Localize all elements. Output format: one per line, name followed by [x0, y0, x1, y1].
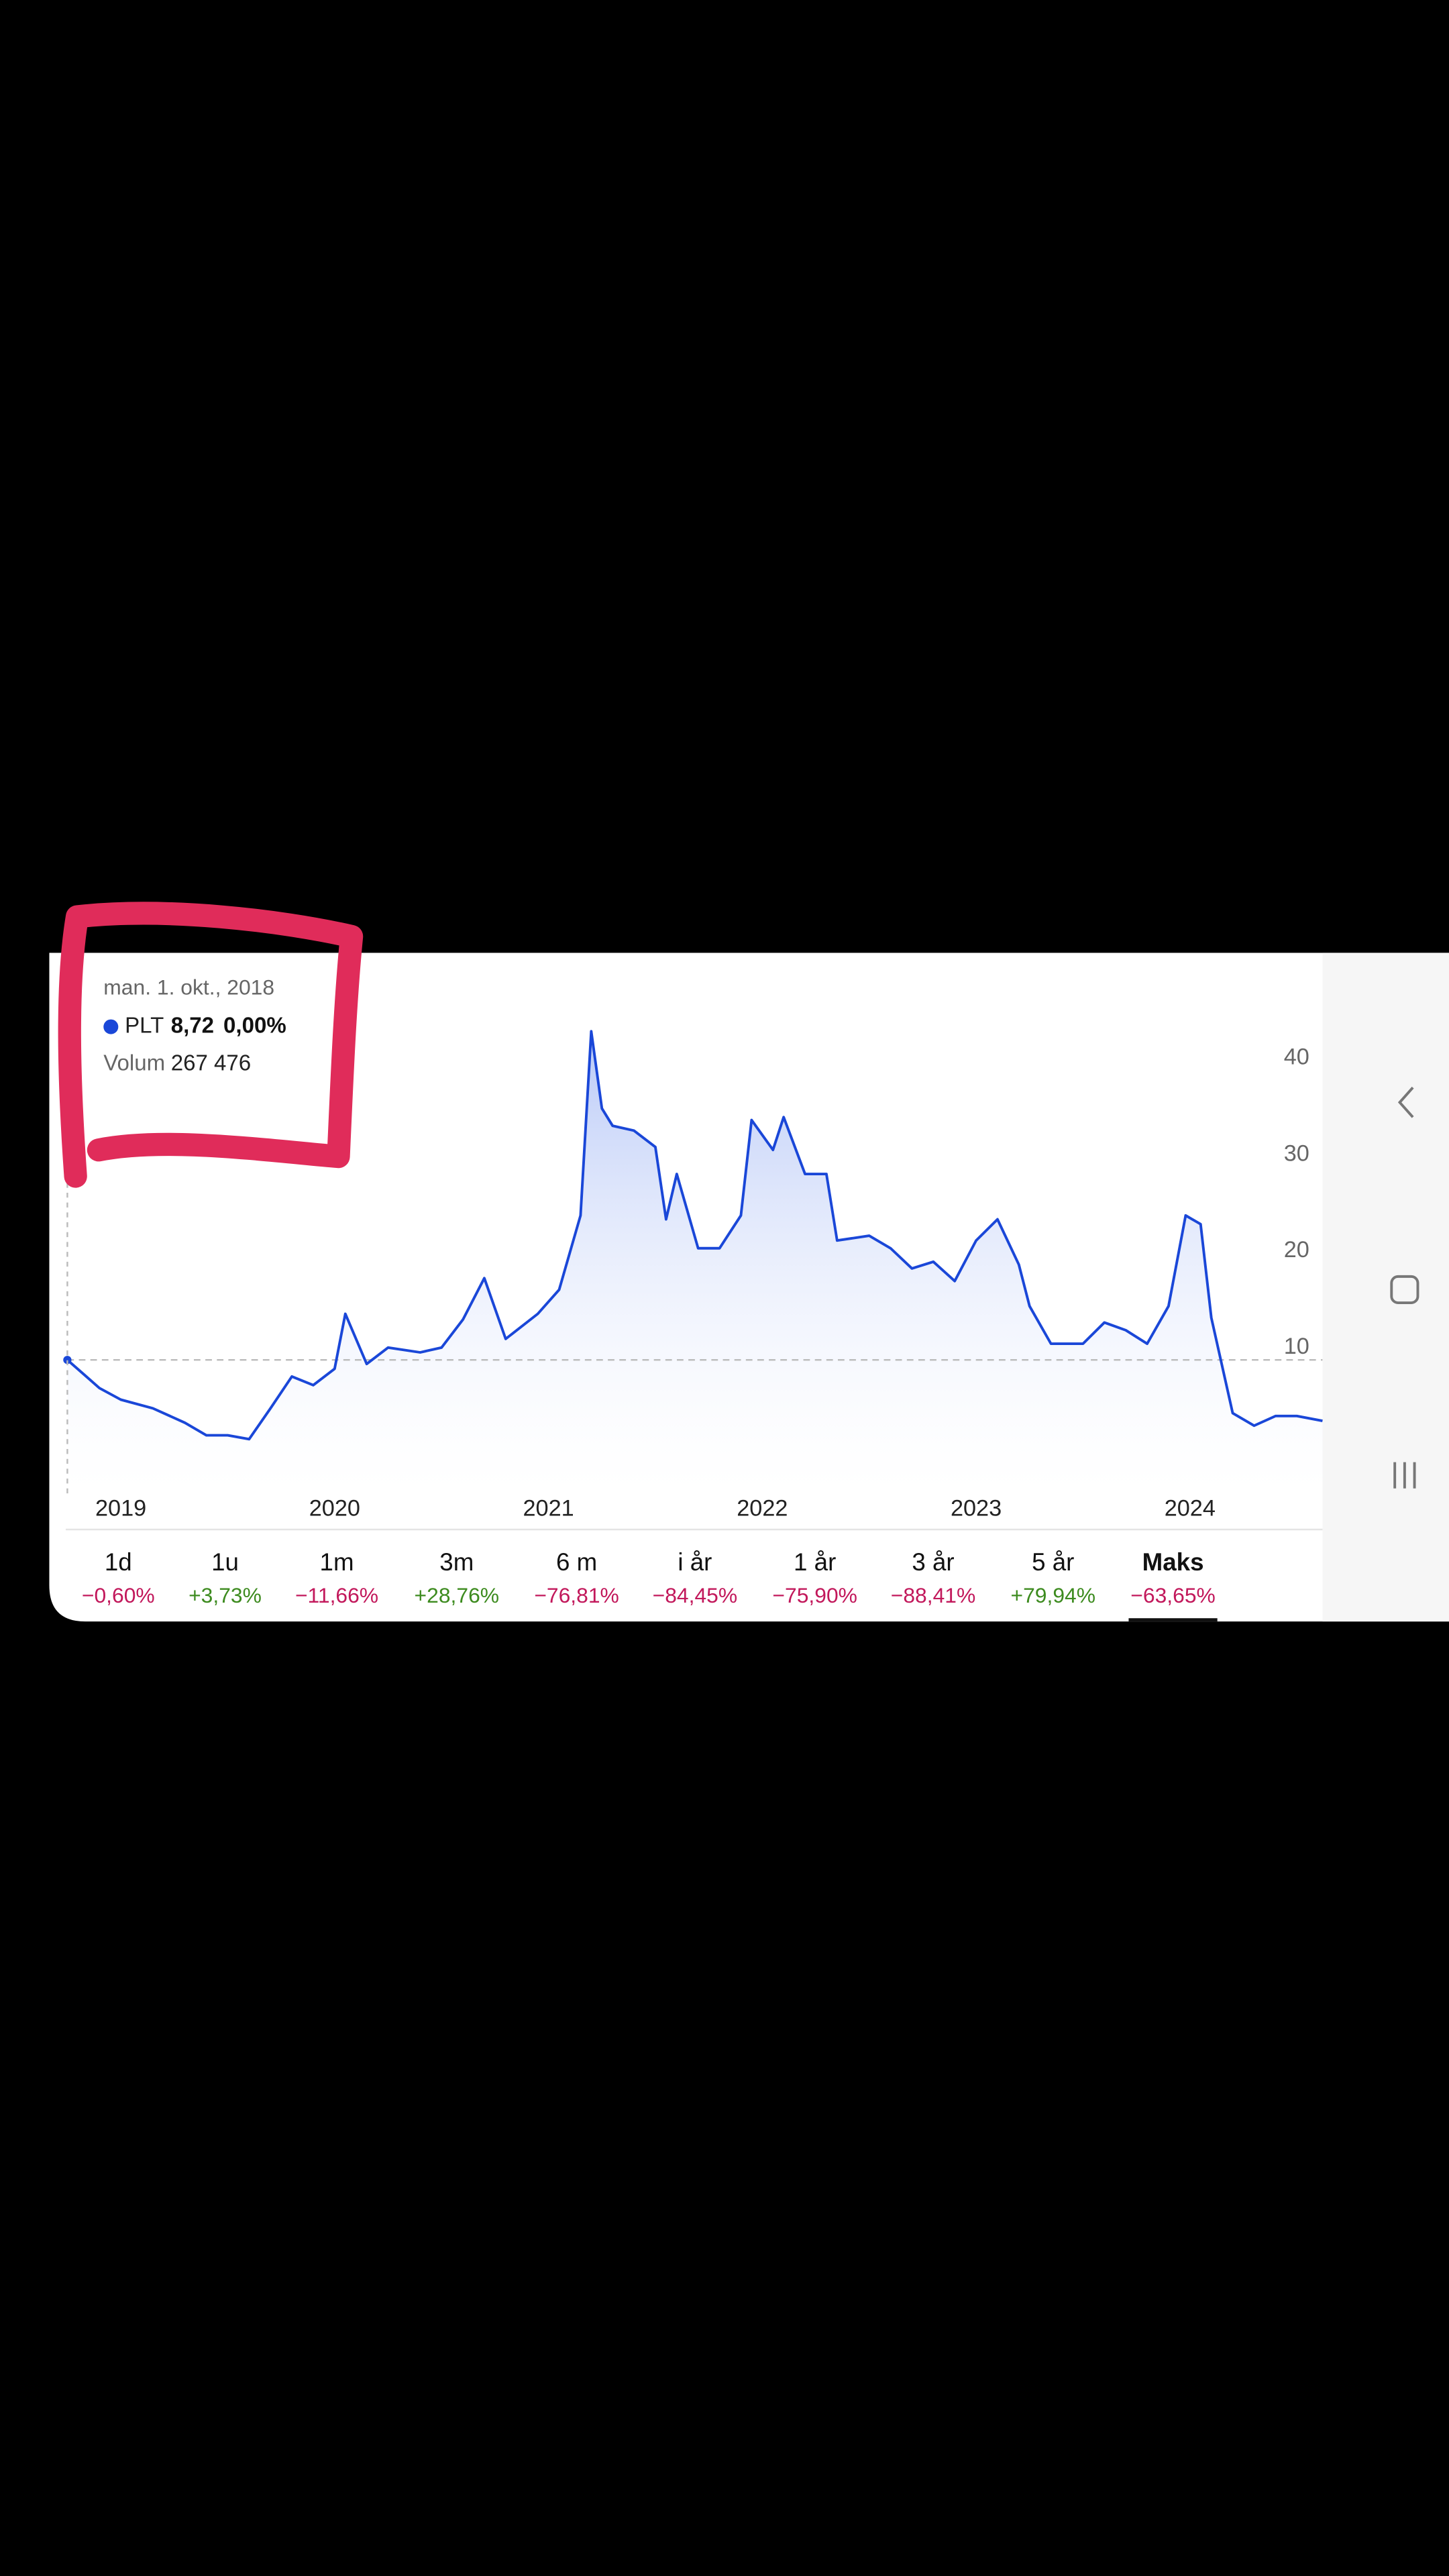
range-label[interactable]: 1d [105, 1548, 132, 1576]
tooltip-volume: 267 476 [171, 1051, 251, 1076]
range-change: −75,90% [772, 1583, 857, 1607]
annotation-box [58, 902, 364, 1188]
plot: 10 20 30 40 2019 2020 2021 2022 2023 2024 [63, 1030, 1323, 1521]
recents-button[interactable] [1393, 1462, 1416, 1489]
back-button[interactable] [1397, 1086, 1414, 1118]
selected-underline [1128, 1618, 1218, 1622]
y-tick-label: 30 [1284, 1140, 1309, 1166]
legend-name: PLT [125, 1013, 164, 1038]
area [67, 1031, 1323, 1493]
range-label[interactable]: 1u [211, 1548, 239, 1576]
range-change: −76,81% [534, 1583, 619, 1607]
tooltip-date: man. 1. okt., 2018 [103, 975, 274, 1000]
range-label[interactable]: 3m [439, 1548, 474, 1576]
range-label[interactable]: 1m [320, 1548, 354, 1576]
tooltip-change: 0,00% [223, 1013, 286, 1038]
price-line [66, 1030, 1323, 1441]
tooltip-price: 8,72 [171, 1013, 214, 1038]
range-label[interactable]: 1 år [794, 1548, 836, 1576]
hover-point [63, 1356, 72, 1364]
x-tick-label: 2024 [1165, 1496, 1216, 1521]
y-tick-label: 20 [1284, 1237, 1309, 1263]
y-tick-label: 40 [1284, 1044, 1309, 1070]
range-change: −88,41% [891, 1583, 976, 1607]
tooltip-volume-label: Volum [103, 1051, 165, 1076]
range-change: +79,94% [1011, 1583, 1096, 1607]
range-label[interactable]: Maks [1142, 1548, 1204, 1576]
x-tick-label: 2020 [309, 1496, 360, 1521]
range-change: +3,73% [189, 1583, 262, 1607]
y-tick-label: 10 [1284, 1334, 1309, 1359]
x-tick-label: 2021 [523, 1496, 574, 1521]
range-label[interactable]: 6 m [556, 1548, 597, 1576]
nav-bar [1322, 953, 1449, 1622]
range-change: +28,76% [415, 1583, 500, 1607]
home-button[interactable] [1390, 1275, 1419, 1305]
range-change: −84,45% [653, 1583, 738, 1607]
range-label[interactable]: 3 år [912, 1548, 954, 1576]
range-change: −0,60% [82, 1583, 155, 1607]
legend-dot [103, 1019, 119, 1034]
range-change: −11,66% [295, 1583, 378, 1607]
x-tick-label: 2019 [95, 1496, 146, 1521]
range-change: −63,65% [1130, 1583, 1216, 1607]
x-tick-label: 2023 [951, 1496, 1002, 1521]
range-label[interactable]: i år [678, 1548, 712, 1576]
x-tick-label: 2022 [737, 1496, 788, 1521]
range-label[interactable]: 5 år [1032, 1548, 1074, 1576]
